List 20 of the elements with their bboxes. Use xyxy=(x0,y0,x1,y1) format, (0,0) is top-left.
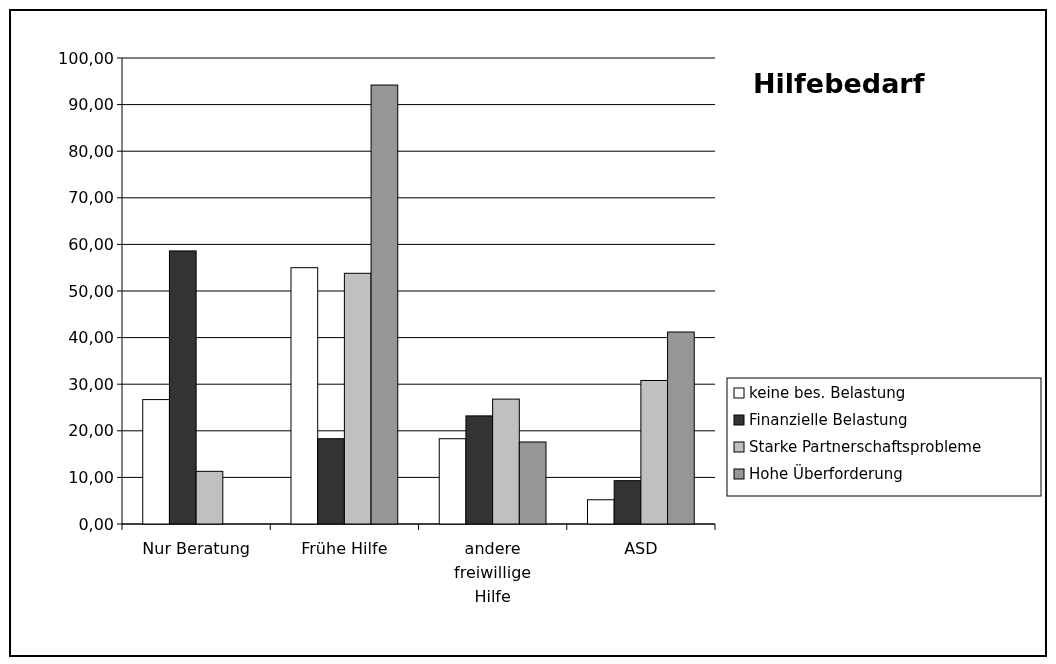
y-tick-label: 90,00 xyxy=(68,95,114,115)
x-tick-label: Frühe Hilfe xyxy=(301,539,388,558)
y-tick-label: 50,00 xyxy=(68,281,114,301)
text: Hilfebedarf xyxy=(753,68,925,99)
legend-label: keine bes. Belastung xyxy=(749,384,906,403)
y-tick-label: 40,00 xyxy=(68,328,114,348)
y-tick-label: 0,00 xyxy=(78,514,114,534)
y-tick-label: 20,00 xyxy=(68,421,114,441)
y-tick-label: 30,00 xyxy=(68,374,114,394)
legend-label: Finanzielle Belastung xyxy=(749,411,908,430)
y-tick-label: 60,00 xyxy=(68,235,114,254)
y-tick-label: 100,00 xyxy=(58,48,114,68)
legend-label: Starke Partnerschaftsprobleme xyxy=(749,438,982,457)
x-tick-label: andere freiwillige Hilfe xyxy=(454,539,532,606)
y-tick-label: 80,00 xyxy=(68,141,114,161)
y-tick-label: 10,00 xyxy=(68,468,114,487)
x-tick-label: ASD xyxy=(624,539,658,558)
y-tick-label: 70,00 xyxy=(68,188,114,208)
legend-label: Hohe Überforderung xyxy=(749,464,903,484)
x-tick-label: Nur Beratung xyxy=(142,539,250,558)
